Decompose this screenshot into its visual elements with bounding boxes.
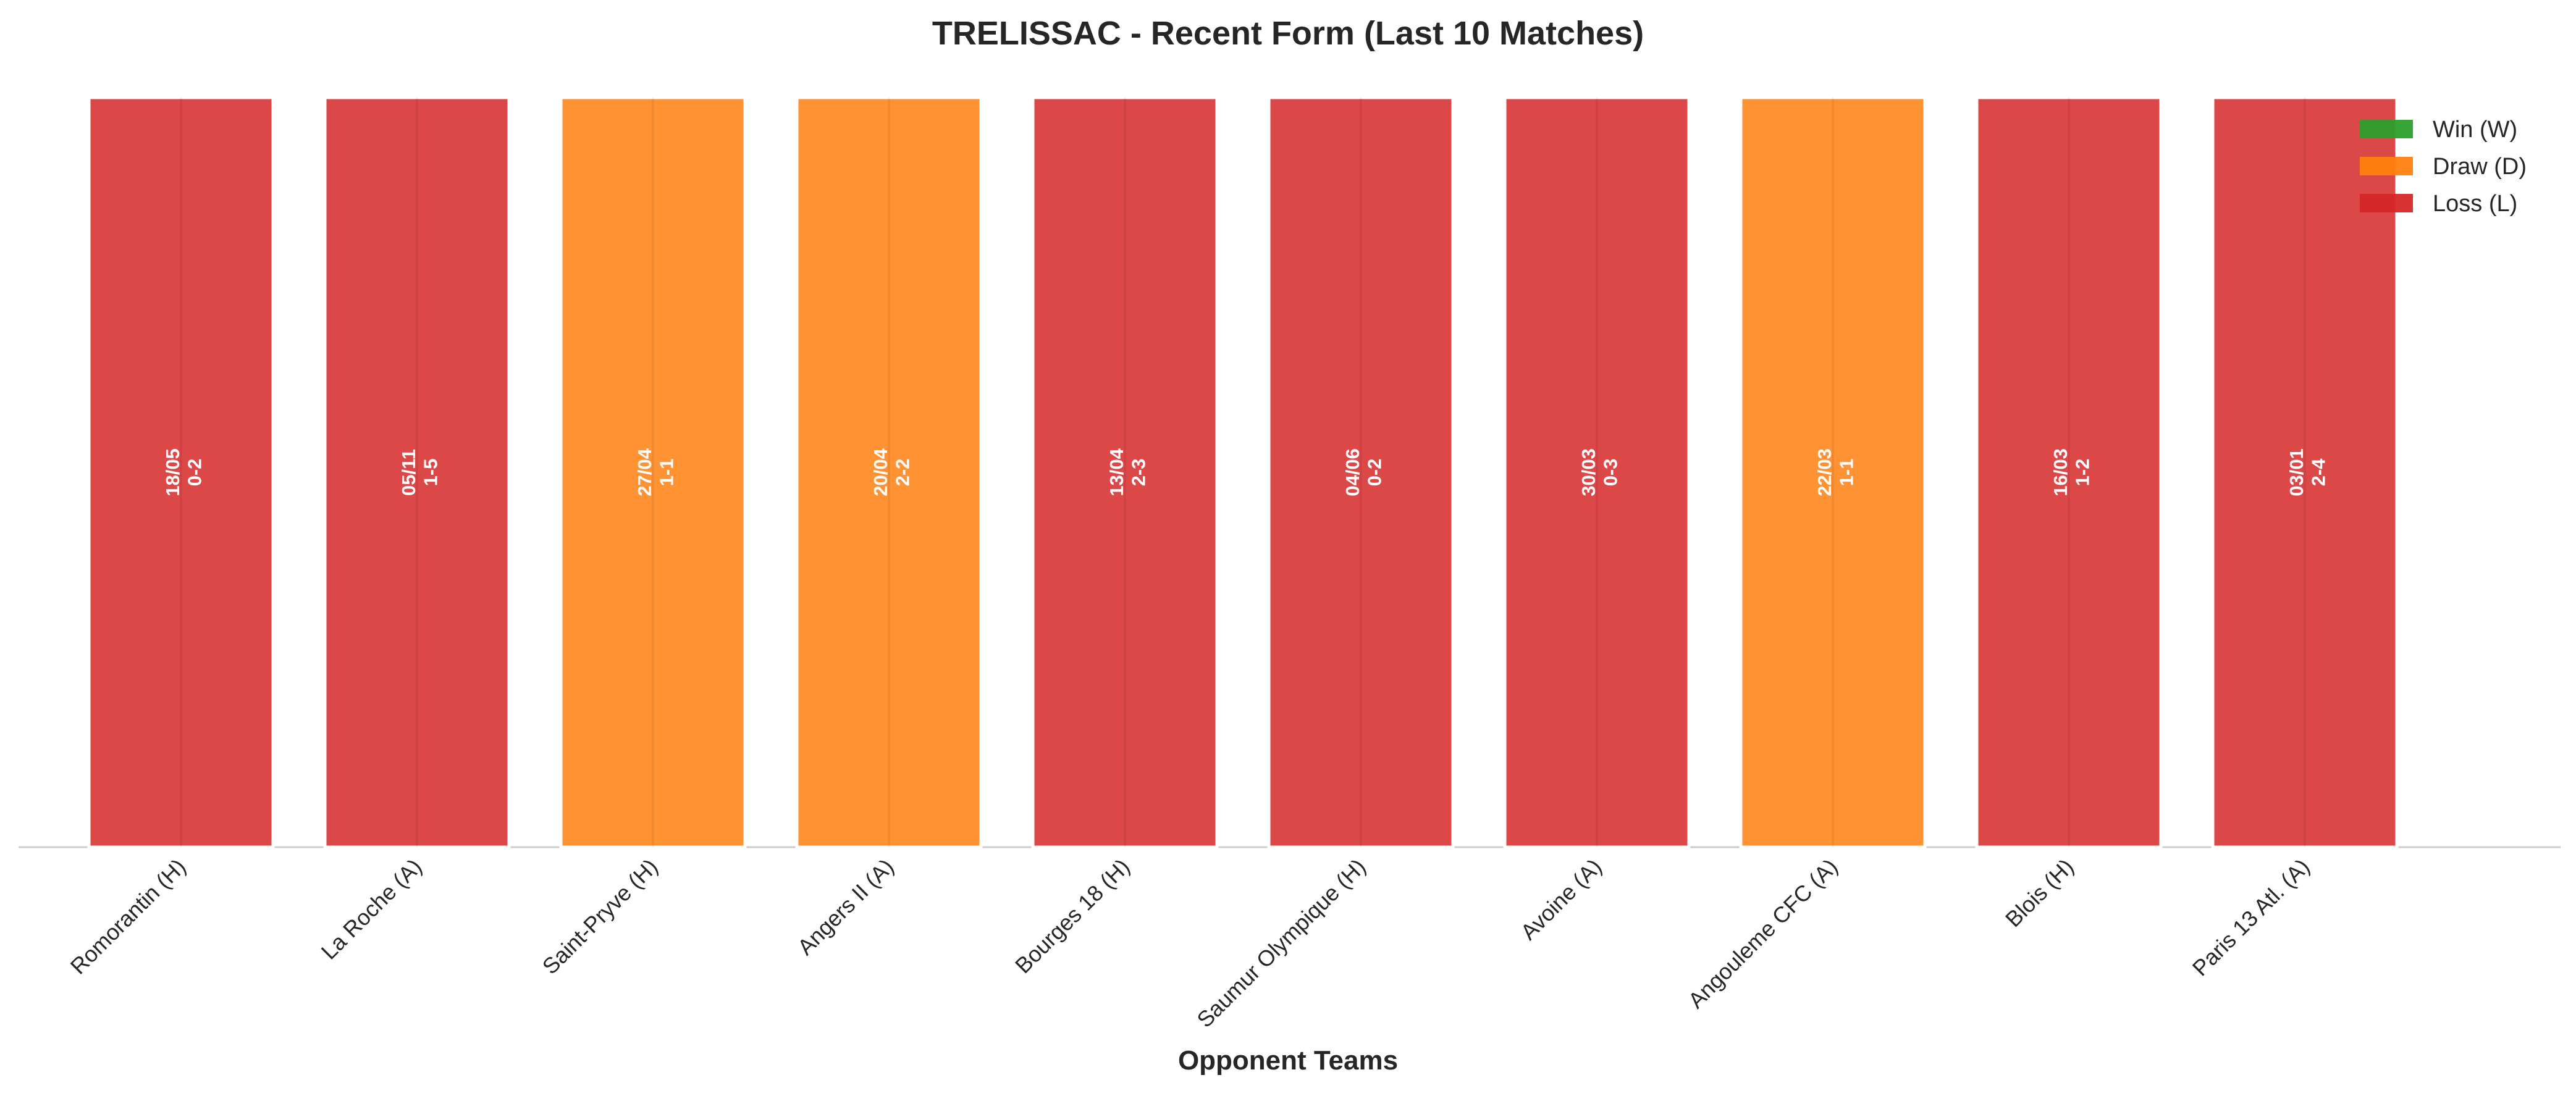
legend-swatch-d (2360, 157, 2413, 175)
bar-date: 05/11 (398, 449, 419, 496)
bar-score: 1-1 (656, 459, 678, 487)
bar-label-9: 16/031-2 (2050, 448, 2094, 496)
x-tick-label-1: Romorantin (H) (65, 854, 191, 979)
bar-score: 2-2 (892, 459, 914, 487)
bar-6 (1267, 96, 1455, 849)
bar-2 (323, 96, 511, 849)
x-tick-label-3: Saint-Pryve (H) (537, 854, 663, 979)
bar-10 (2211, 96, 2399, 849)
bar-7 (1503, 96, 1691, 849)
bar-label-6: 04/060-2 (1342, 448, 1386, 496)
legend-swatch-l (2360, 194, 2413, 212)
legend-label-w: Win (W) (2433, 117, 2517, 143)
bar-5 (1031, 96, 1219, 849)
bar-score: 1-5 (420, 459, 442, 487)
x-axis-label: Opponent Teams (1178, 1045, 1398, 1076)
bar-label-8: 22/031-1 (1814, 448, 1858, 496)
bar-label-1: 18/050-2 (162, 448, 206, 496)
bar-date: 13/04 (1106, 448, 1127, 496)
x-tick-label-10: Paris 13 Atl. (A) (2187, 854, 2315, 981)
bar-9 (1975, 96, 2163, 849)
chart-title: TRELISSAC - Recent Form (Last 10 Matches… (932, 15, 1644, 52)
bar-date: 03/01 (2286, 448, 2307, 496)
bar-date: 22/03 (1814, 448, 1835, 496)
x-tick-labels: Romorantin (H) La Roche (A) Saint-Pryve (H… (65, 854, 2315, 1032)
legend: Win (W) Draw (D) Loss (L) (2360, 117, 2527, 217)
x-tick-label-8: Angouleme CFC (A) (1683, 854, 1842, 1013)
bar-label-3: 27/041-1 (634, 448, 678, 496)
x-tick-label-2: La Roche (A) (316, 854, 427, 964)
bar-label-2: 05/111-5 (398, 449, 442, 496)
bar-score: 2-4 (2308, 458, 2330, 487)
x-tick-label-6: Saumur Olympique (H) (1192, 854, 1370, 1032)
bar-score: 1-1 (1836, 459, 1858, 487)
bar-score: 0-3 (1600, 459, 1622, 487)
x-tick-label-9: Blois (H) (2000, 854, 2079, 932)
bar-label-4: 20/042-2 (870, 448, 914, 496)
bar-8 (1739, 96, 1927, 849)
x-tick-label-4: Angers II (A) (793, 854, 899, 960)
bar-date: 20/04 (870, 448, 891, 496)
bar-4 (795, 96, 983, 849)
bar-score: 0-2 (184, 459, 206, 487)
bar-date: 16/03 (2050, 448, 2071, 496)
bar-3 (559, 96, 747, 849)
legend-swatch-w (2360, 120, 2413, 138)
legend-label-d: Draw (D) (2433, 154, 2527, 180)
legend-label-l: Loss (L) (2433, 191, 2517, 217)
bar-score: 2-3 (1128, 459, 1150, 487)
bar-1 (87, 96, 275, 849)
bar-label-5: 13/042-3 (1106, 448, 1150, 496)
bar-label-7: 30/030-3 (1578, 448, 1622, 496)
bar-score: 1-2 (2072, 459, 2094, 487)
bar-date: 27/04 (634, 448, 655, 496)
x-tick-label-7: Avoine (A) (1515, 854, 1606, 945)
bar-date: 18/05 (162, 448, 183, 496)
bar-label-10: 03/012-4 (2286, 448, 2330, 496)
x-tick-label-5: Bourges 18 (H) (1010, 854, 1135, 979)
bar-score: 0-2 (1364, 459, 1386, 487)
bar-date: 04/06 (1342, 448, 1363, 496)
bars-layer: 18/050-2 05/111-5 27/041-1 20/042-2 13/042-3… (87, 96, 2399, 849)
bar-date: 30/03 (1578, 448, 1599, 496)
